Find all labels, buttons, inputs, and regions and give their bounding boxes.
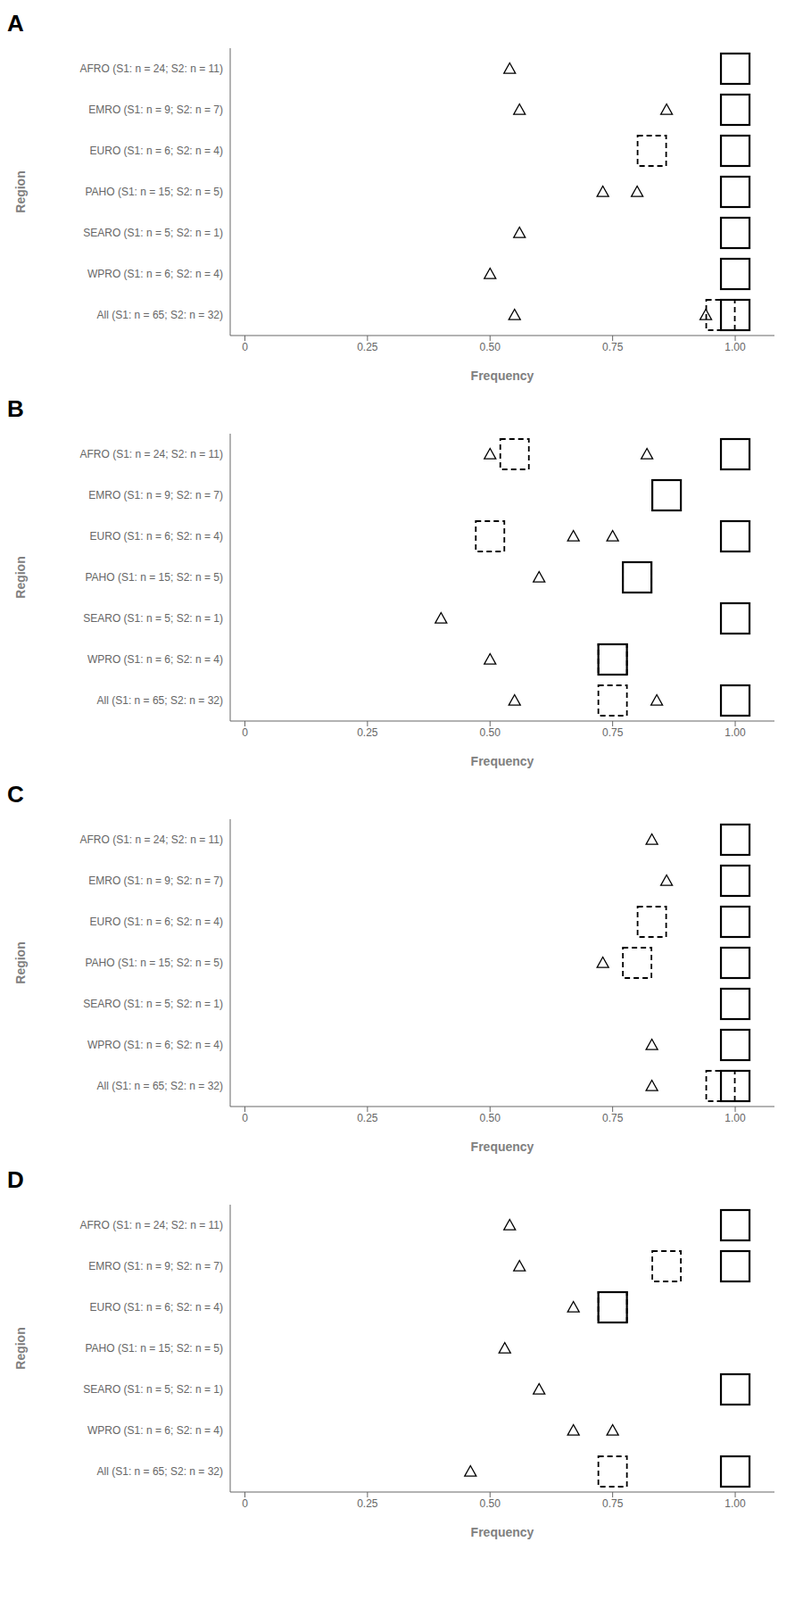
svg-text:0.25: 0.25 [356, 726, 379, 739]
svg-text:AFRO (S1: n = 24; S2: n = 11): AFRO (S1: n = 24; S2: n = 11) [79, 1218, 224, 1232]
svg-text:EMRO (S1: n = 9; S2: n = 7): EMRO (S1: n = 9; S2: n = 7) [88, 103, 224, 116]
svg-text:Frequency: Frequency [471, 368, 535, 383]
svg-text:0: 0 [241, 726, 249, 739]
svg-text:Frequency: Frequency [471, 753, 535, 769]
html-text:C: C [7, 780, 24, 808]
svg-text:Region: Region [13, 170, 28, 213]
svg-text:0.25: 0.25 [356, 340, 379, 354]
svg-text:PAHO (S1: n = 15; S2: n = 5): PAHO (S1: n = 15; S2: n = 5) [84, 956, 224, 969]
svg-text:All (S1: n = 65; S2: n = 32): All (S1: n = 65; S2: n = 32) [97, 694, 224, 707]
svg-text:0.50: 0.50 [480, 340, 502, 354]
svg-text:1.00: 1.00 [724, 340, 746, 354]
svg-text:Region: Region [13, 555, 28, 598]
svg-text:All (S1: n = 65; S2: n = 32): All (S1: n = 65; S2: n = 32) [97, 1079, 224, 1093]
svg-text:0.50: 0.50 [480, 1111, 502, 1125]
svg-text:0.75: 0.75 [602, 340, 624, 354]
svg-text:0.25: 0.25 [356, 1111, 379, 1125]
html-text:A: A [7, 9, 24, 37]
svg-text:0.50: 0.50 [480, 726, 502, 739]
svg-text:PAHO (S1: n = 15; S2: n = 5): PAHO (S1: n = 15; S2: n = 5) [84, 1341, 224, 1355]
svg-text:PAHO (S1: n = 15; S2: n = 5): PAHO (S1: n = 15; S2: n = 5) [84, 185, 224, 199]
svg-text:EMRO (S1: n = 9; S2: n = 7): EMRO (S1: n = 9; S2: n = 7) [88, 874, 224, 887]
svg-text:0: 0 [241, 340, 249, 354]
svg-text:1.00: 1.00 [724, 1111, 746, 1125]
svg-text:All (S1: n = 65; S2: n = 32): All (S1: n = 65; S2: n = 32) [97, 1465, 224, 1478]
svg-text:0: 0 [241, 1497, 249, 1510]
svg-text:EMRO (S1: n = 9; S2: n = 7): EMRO (S1: n = 9; S2: n = 7) [88, 488, 224, 502]
svg-text:EURO (S1: n = 6; S2: n = 4): EURO (S1: n = 6; S2: n = 4) [90, 529, 224, 543]
svg-text:WPRO (S1: n = 6; S2: n = 4): WPRO (S1: n = 6; S2: n = 4) [87, 267, 224, 281]
svg-text:Frequency: Frequency [471, 1524, 535, 1540]
svg-text:EURO (S1: n = 6; S2: n = 4): EURO (S1: n = 6; S2: n = 4) [90, 915, 224, 928]
svg-text:SEARO (S1: n = 5; S2: n = 1): SEARO (S1: n = 5; S2: n = 1) [82, 612, 224, 625]
svg-text:AFRO (S1: n = 24; S2: n = 11): AFRO (S1: n = 24; S2: n = 11) [79, 447, 224, 461]
svg-text:0.75: 0.75 [602, 1111, 624, 1125]
svg-text:0.25: 0.25 [356, 1497, 379, 1510]
html-text:B: B [7, 395, 24, 423]
svg-text:WPRO (S1: n = 6; S2: n = 4): WPRO (S1: n = 6; S2: n = 4) [87, 1423, 224, 1437]
svg-text:EURO (S1: n = 6; S2: n = 4): EURO (S1: n = 6; S2: n = 4) [90, 1300, 224, 1314]
svg-text:EMRO (S1: n = 9; S2: n = 7): EMRO (S1: n = 9; S2: n = 7) [88, 1259, 224, 1273]
svg-text:SEARO (S1: n = 5; S2: n = 1): SEARO (S1: n = 5; S2: n = 1) [82, 997, 224, 1010]
svg-text:1.00: 1.00 [724, 1497, 746, 1510]
svg-text:0: 0 [241, 1111, 249, 1125]
svg-text:SEARO (S1: n = 5; S2: n = 1): SEARO (S1: n = 5; S2: n = 1) [82, 226, 224, 240]
svg-text:AFRO (S1: n = 24; S2: n = 11): AFRO (S1: n = 24; S2: n = 11) [79, 833, 224, 846]
svg-text:Region: Region [13, 1326, 28, 1369]
svg-text:AFRO (S1: n = 24; S2: n = 11): AFRO (S1: n = 24; S2: n = 11) [79, 62, 224, 75]
svg-text:0.75: 0.75 [602, 726, 624, 739]
svg-text:0.75: 0.75 [602, 1497, 624, 1510]
svg-text:Region: Region [13, 941, 28, 984]
html-text:D: D [7, 1166, 24, 1193]
svg-text:PAHO (S1: n = 15; S2: n = 5): PAHO (S1: n = 15; S2: n = 5) [84, 571, 224, 584]
svg-text:All (S1: n = 65; S2: n = 32): All (S1: n = 65; S2: n = 32) [97, 308, 224, 322]
svg-text:1.00: 1.00 [724, 726, 746, 739]
svg-text:WPRO (S1: n = 6; S2: n = 4): WPRO (S1: n = 6; S2: n = 4) [87, 1038, 224, 1052]
svg-text:SEARO (S1: n = 5; S2: n = 1): SEARO (S1: n = 5; S2: n = 1) [82, 1382, 224, 1396]
svg-text:WPRO (S1: n = 6; S2: n = 4): WPRO (S1: n = 6; S2: n = 4) [87, 653, 224, 666]
svg-text:EURO (S1: n = 6; S2: n = 4): EURO (S1: n = 6; S2: n = 4) [90, 144, 224, 158]
svg-text:0.50: 0.50 [480, 1497, 502, 1510]
svg-text:Frequency: Frequency [471, 1139, 535, 1154]
